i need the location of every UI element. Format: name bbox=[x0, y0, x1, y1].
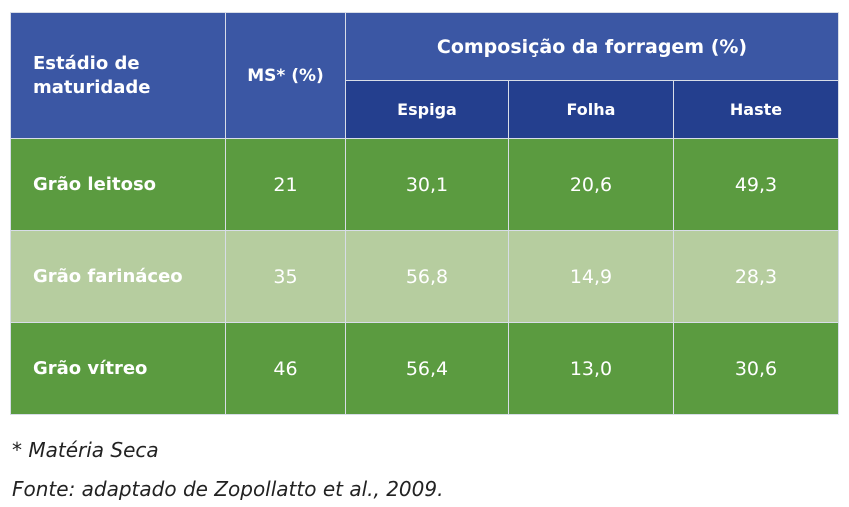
cell: 20,6 bbox=[508, 138, 674, 231]
cell: 56,8 bbox=[345, 230, 509, 323]
table-row: Grão leitoso 21 30,1 20,6 49,3 bbox=[10, 138, 839, 231]
row-label: Grão farináceo bbox=[10, 230, 226, 323]
cell: 28,3 bbox=[673, 230, 839, 323]
cell: 35 bbox=[225, 230, 346, 323]
cell: 46 bbox=[225, 322, 346, 415]
source: Fonte: adaptado de Zopollatto et al., 20… bbox=[12, 477, 444, 501]
header-cell: Estádio de maturidade bbox=[10, 12, 226, 139]
row-label: Grão vítreo bbox=[10, 322, 226, 415]
cell: 13,0 bbox=[508, 322, 674, 415]
cell: 56,4 bbox=[345, 322, 509, 415]
header-cell: MS* (%) bbox=[225, 12, 346, 139]
cell: 49,3 bbox=[673, 138, 839, 231]
cell: 30,1 bbox=[345, 138, 509, 231]
cell: 21 bbox=[225, 138, 346, 231]
footnote: * Matéria Seca bbox=[12, 438, 159, 462]
cell: 30,6 bbox=[673, 322, 839, 415]
header-cell: Espiga bbox=[345, 80, 509, 139]
cell: 14,9 bbox=[508, 230, 674, 323]
row-label: Grão leitoso bbox=[10, 138, 226, 231]
table-body: Grão leitoso 21 30,1 20,6 49,3 Grão farináceo… bbox=[10, 138, 839, 415]
header-group: Composição da forragem (%) bbox=[345, 12, 839, 81]
table-row: Grão farináceo 35 56,8 14,9 28,3 bbox=[10, 230, 839, 323]
header-cell: Folha bbox=[508, 80, 674, 139]
data-table: Estádio de maturidade MS* (%) Composição… bbox=[10, 12, 839, 415]
header-cell: Haste bbox=[673, 80, 839, 139]
table-row: Grão vítreo 46 56,4 13,0 30,6 bbox=[10, 322, 839, 415]
